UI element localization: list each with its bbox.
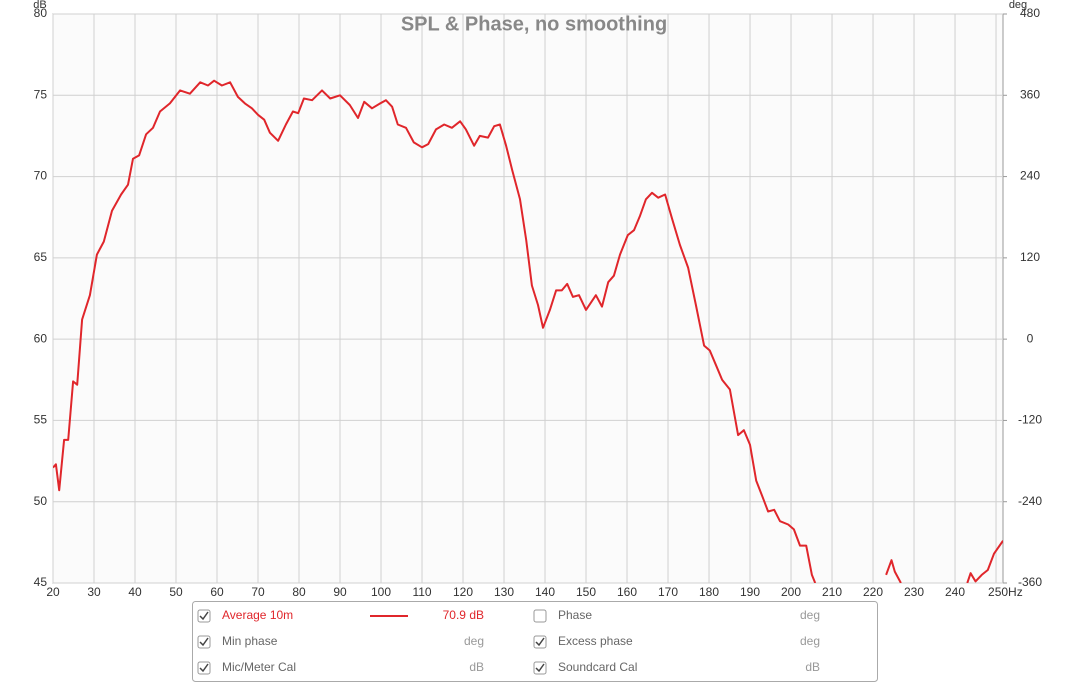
x-tick-label: 90 xyxy=(333,585,347,599)
trace-checkbox[interactable] xyxy=(197,609,211,623)
trace-checkbox[interactable] xyxy=(533,609,547,623)
x-tick-label: 20 xyxy=(46,585,60,599)
legend-label[interactable]: Mic/Meter Cal xyxy=(222,660,296,674)
checkmark xyxy=(199,611,209,621)
legend-label[interactable]: Soundcard Cal xyxy=(558,660,637,674)
x-tick-label: 200 xyxy=(781,585,801,599)
y2-tick-label: -360 xyxy=(1018,575,1042,589)
checkmark xyxy=(199,637,209,647)
x-tick-label: 50 xyxy=(169,585,183,599)
chart-title: SPL & Phase, no smoothing xyxy=(401,13,667,35)
y-tick-label: 45 xyxy=(34,575,48,589)
trace-unit: deg xyxy=(800,608,820,622)
x-tick-label: 110 xyxy=(412,585,431,599)
y2-tick-label: -240 xyxy=(1018,494,1042,508)
y-axis-unit: dB xyxy=(33,0,46,11)
y-tick-label: 70 xyxy=(34,169,48,183)
y2-tick-label: -120 xyxy=(1018,413,1042,427)
trace-unit: deg xyxy=(800,634,820,648)
x-tick-label: 60 xyxy=(210,585,224,599)
y2-tick-label: 360 xyxy=(1020,87,1040,101)
x-tick-label: 160 xyxy=(617,585,637,599)
x-tick-label: 120 xyxy=(453,585,473,599)
y-tick-label: 60 xyxy=(34,331,48,345)
y-tick-label: 55 xyxy=(34,413,48,427)
y-tick-label: 50 xyxy=(34,494,48,508)
y-tick-label: 75 xyxy=(34,87,48,101)
x-tick-label: 190 xyxy=(740,585,760,599)
x-tick-label: 80 xyxy=(292,585,306,599)
x-tick-label: 40 xyxy=(128,585,142,599)
traces xyxy=(53,79,1003,583)
checkmark xyxy=(535,663,545,673)
cursor-readout: 70.9 dB xyxy=(443,608,484,622)
legend: Average 10m 70.9 dB Phase deg Min phase deg Ex… xyxy=(197,608,820,675)
x-tick-label: 240 xyxy=(945,585,965,599)
trace-unit: dB xyxy=(469,660,484,674)
x-tick-label: 180 xyxy=(699,585,719,599)
grid xyxy=(52,13,1003,584)
legend-label[interactable]: Min phase xyxy=(222,634,278,648)
x-tick-label: 250Hz xyxy=(988,585,1023,599)
trace-unit: deg xyxy=(464,634,484,648)
legend-label[interactable]: Excess phase xyxy=(558,634,633,648)
x-tick-label: 140 xyxy=(535,585,555,599)
trace-checkbox[interactable] xyxy=(197,661,211,675)
trace-checkbox[interactable] xyxy=(533,635,547,649)
checkmark xyxy=(535,637,545,647)
x-tick-label: 30 xyxy=(87,585,101,599)
x-tick-label: 230 xyxy=(904,585,924,599)
trace-unit: dB xyxy=(805,660,820,674)
plot-area xyxy=(52,13,1004,584)
x-tick-label: 100 xyxy=(371,585,391,599)
trace-checkbox[interactable] xyxy=(197,635,211,649)
legend-label[interactable]: Average 10m xyxy=(222,608,293,622)
y2-tick-label: 240 xyxy=(1020,169,1040,183)
x-tick-label: 170 xyxy=(658,585,678,599)
y2-axis-unit: deg xyxy=(1009,0,1027,11)
x-tick-label: 220 xyxy=(863,585,883,599)
x-tick-label: 130 xyxy=(494,585,514,599)
x-tick-label: 210 xyxy=(822,585,842,599)
y2-tick-label: 480 xyxy=(1020,6,1040,20)
y-tick-label: 65 xyxy=(34,250,48,264)
x-tick-label: 70 xyxy=(251,585,265,599)
legend-label[interactable]: Phase xyxy=(558,608,592,622)
y2-tick-label: 0 xyxy=(1027,331,1034,345)
y-tick-label: 80 xyxy=(34,6,48,20)
y2-tick-label: 120 xyxy=(1020,250,1040,264)
trace-checkbox[interactable] xyxy=(533,661,547,675)
x-tick-label: 150 xyxy=(576,585,596,599)
checkmark xyxy=(199,663,209,673)
spl-trace xyxy=(53,79,1003,583)
